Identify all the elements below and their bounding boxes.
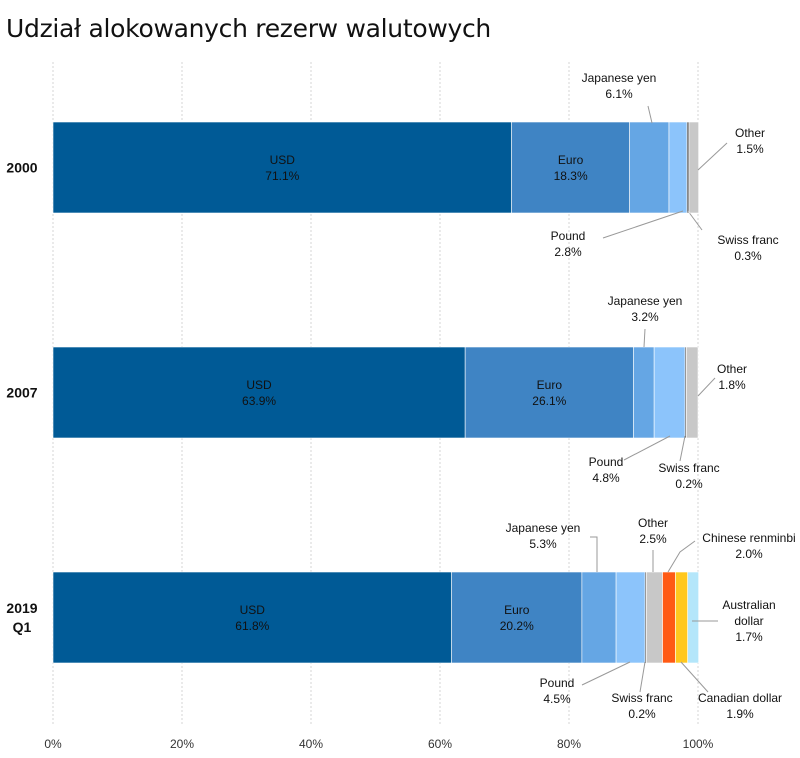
bar-segment-japanese-yen [581,571,617,664]
segment-value-label: 63.9% [242,394,276,408]
bar-segment-other [646,571,663,664]
segment-value-label: 18.3% [554,169,588,183]
segment-name-label: Other [717,362,747,376]
segment-value-label: 61.8% [235,619,269,633]
bar-segment-chinese-renminbi [662,571,676,664]
segment-name-label: Japanese yen [506,521,581,535]
leader-line [667,540,696,573]
segment-name-label: USD [240,603,266,617]
x-tick-label: 40% [299,737,323,751]
segment-name-label: Euro [537,378,563,392]
segment-value-label: 6.1% [605,87,633,101]
x-tick-label: 100% [683,737,714,751]
segment-name-label: Swiss franc [658,461,719,475]
segment-name-label: USD [246,378,272,392]
segment-value-label: 4.8% [592,471,620,485]
segment-value-label: 5.3% [529,537,557,551]
segment-value-label: 71.1% [265,169,299,183]
chart-title: Udział alokowanych rezerw walutowych [6,14,491,43]
segment-value-label: 1.9% [726,707,754,721]
leader-line [639,661,646,693]
bar-segment-usd [52,121,512,214]
leader-line [687,210,703,231]
leader-line [581,661,631,686]
bar-segment-pound [615,571,646,664]
leader-line [680,661,709,693]
segment-name-label: Japanese yen [608,294,683,308]
bar-segment-usd [52,571,452,664]
segment-value-label: 2.8% [554,245,582,259]
bar-segment-japanese-yen [629,121,670,214]
x-tick-label: 80% [557,737,581,751]
x-tick-label: 0% [44,737,62,751]
segment-value-label: 2.5% [639,532,667,546]
leader-line [590,536,598,572]
segment-name-label: Swiss franc [717,233,778,247]
segment-value-label: 0.2% [675,477,703,491]
segment-name-label: Pound [551,229,586,243]
x-tick-label: 60% [428,737,452,751]
segment-value-label: 3.2% [631,310,659,324]
leader-line [647,105,653,124]
segment-value-label: 1.8% [718,378,746,392]
segment-name-label: dollar [734,614,763,628]
bar-segment-euro [451,571,583,664]
segment-name-label: Canadian dollar [698,691,782,705]
segment-value-label: 20.2% [500,619,534,633]
bar-segment-euro [464,346,634,439]
segment-value-label: 0.3% [734,249,762,263]
leader-line [679,435,686,462]
leader-line [602,210,684,239]
leader-line [643,328,646,348]
segment-value-label: 26.1% [532,394,566,408]
segment-value-label: 0.2% [628,707,656,721]
category-label: Q1 [13,619,32,635]
segment-name-label: Japanese yen [582,71,657,85]
leader-line [697,142,728,171]
segment-name-label: Euro [504,603,530,617]
segment-value-label: 1.5% [736,142,764,156]
bar-segment-pound [668,121,688,214]
segment-name-label: Other [735,126,765,140]
x-tick-label: 20% [170,737,194,751]
bar-segment-usd [52,346,466,439]
bar-segment-canadian-dollar [675,571,688,664]
segment-name-label: Swiss franc [611,691,672,705]
bar-segment-australian-dollar [687,571,699,664]
segment-name-label: Pound [540,676,575,690]
segment-name-label: Chinese renminbi [702,531,795,545]
segment-name-label: USD [270,153,296,167]
segment-name-label: Euro [558,153,584,167]
segment-value-label: 2.0% [735,547,763,561]
bar-segment-euro [511,121,630,214]
leader-line [697,377,716,397]
segment-name-label: Other [638,516,668,530]
segment-value-label: 1.7% [735,630,763,644]
bar-segment-other [686,346,699,439]
segment-name-label: Australian [722,598,775,612]
segment-name-label: Pound [589,455,624,469]
bar-segment-other [688,121,699,214]
category-label: 2019 [6,600,37,616]
bar-segment-japanese-yen [633,346,655,439]
category-label: 2007 [6,385,37,401]
leader-line [623,435,671,461]
segment-value-label: 4.5% [543,692,571,706]
bar-segment-pound [653,346,686,439]
category-label: 2000 [6,160,37,176]
